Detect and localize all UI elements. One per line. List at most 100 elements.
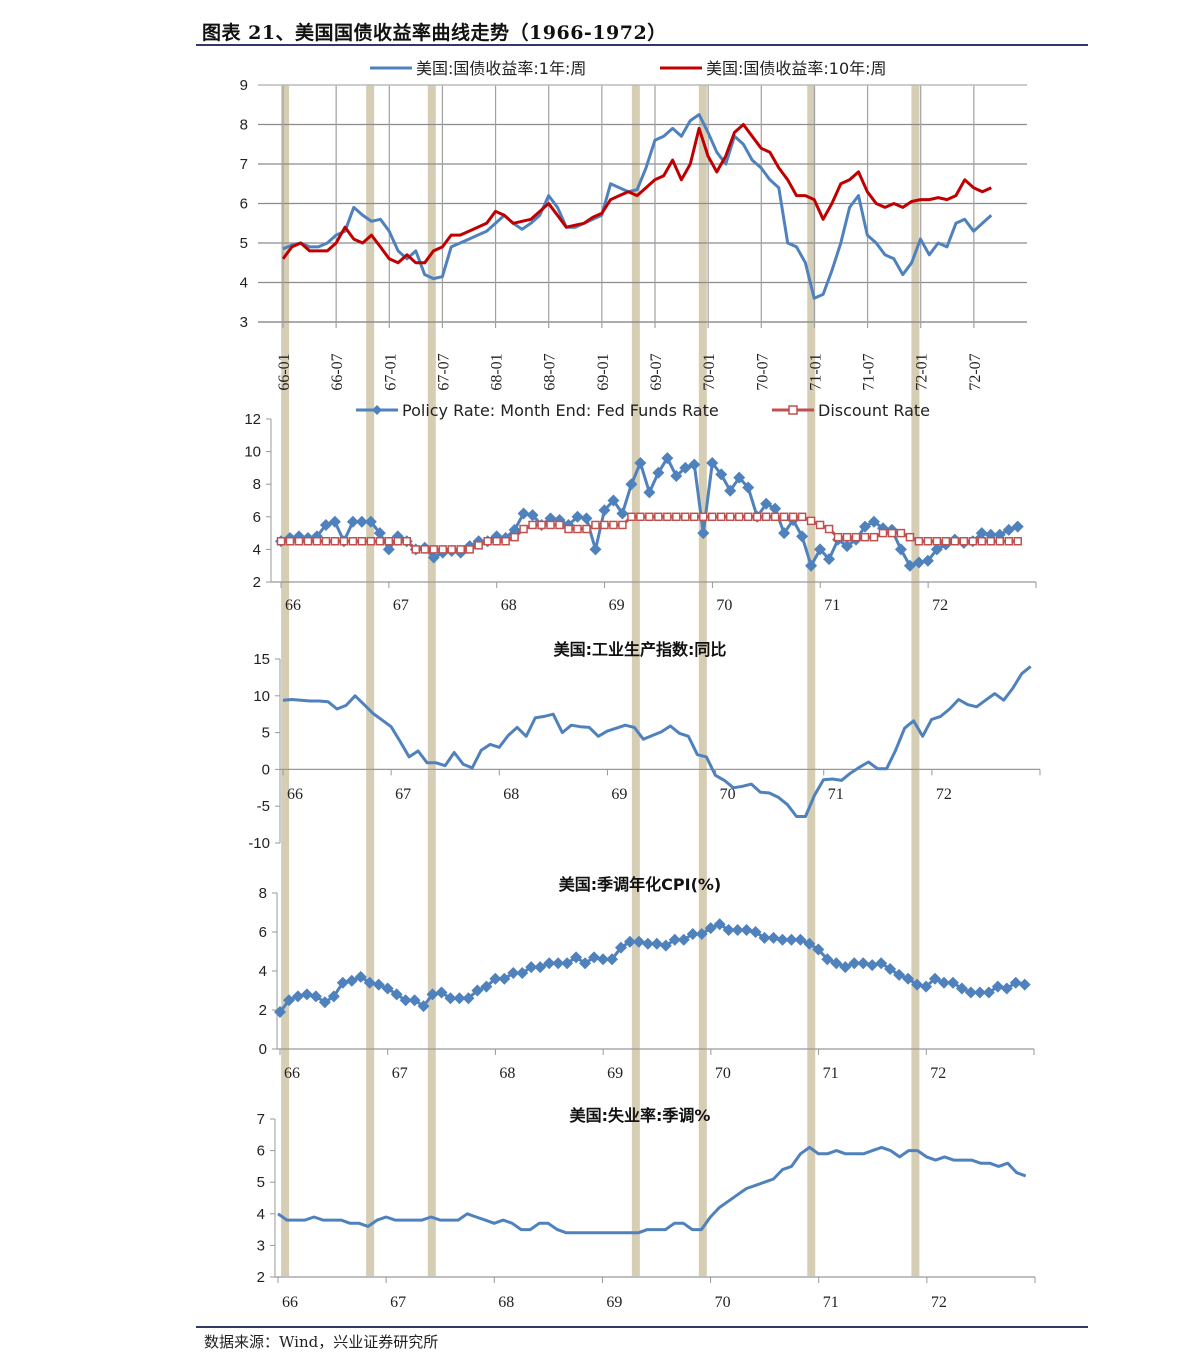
y-tick-label: 2 (253, 574, 261, 591)
recession-band (807, 85, 816, 1276)
x-tick-label: 72 (936, 786, 952, 803)
y-tick-label: 2 (257, 1269, 265, 1286)
data-marker (274, 1005, 286, 1018)
data-marker (561, 957, 574, 970)
x-tick-label: 69 (606, 1294, 622, 1311)
data-marker (797, 512, 807, 522)
data-marker (366, 537, 376, 546)
data-marker (769, 502, 782, 515)
data-marker (1004, 537, 1013, 546)
data-marker (860, 532, 870, 542)
data-marker (525, 961, 538, 974)
series-line (282, 665, 1032, 818)
y-tick-label: 8 (259, 885, 267, 902)
data-marker (474, 541, 483, 550)
x-tick-label: 70 (716, 597, 732, 614)
x-tick-label: 71 (824, 597, 840, 614)
data-marker (681, 512, 690, 522)
data-marker (276, 537, 286, 546)
x-tick-label: 66 (287, 786, 303, 803)
data-marker (941, 537, 951, 546)
data-marker (986, 537, 996, 546)
data-marker (833, 532, 843, 542)
data-marker (489, 972, 502, 985)
data-marker (679, 461, 692, 474)
y-tick-label: 5 (257, 1174, 265, 1191)
y-tick-label: 10 (253, 688, 270, 705)
data-marker (672, 512, 681, 522)
data-marker (887, 528, 897, 538)
data-marker (552, 957, 565, 970)
data-marker (688, 458, 701, 471)
y-tick-label: 6 (259, 924, 267, 941)
chart-title: 美国:工业生产指数:同比 (554, 640, 727, 659)
y-tick-label: -10 (248, 835, 270, 852)
x-tick-label: 72 (931, 1294, 947, 1311)
data-marker (417, 1000, 430, 1013)
footer-rule (196, 1326, 1088, 1328)
x-tick-label: 68 (503, 786, 519, 803)
industrial-production-chart: -10 -5 0 5 10 15 66 67 68 69 70 71 72 美国:工业生产指数:同比 (248, 640, 1041, 852)
data-marker (830, 957, 843, 970)
data-marker (742, 481, 755, 494)
x-tick-label: 71 (823, 1294, 839, 1311)
data-marker (411, 545, 421, 554)
data-source: 数据来源：Wind，兴业证券研究所 (204, 1333, 439, 1351)
data-marker (959, 537, 969, 546)
data-marker (309, 990, 322, 1003)
data-marker (438, 545, 447, 554)
x-tick-label: 68 (501, 597, 517, 614)
data-marker (363, 976, 376, 989)
data-marker (839, 961, 852, 974)
data-marker (760, 497, 773, 510)
data-marker (526, 509, 539, 522)
data-marker (616, 507, 629, 520)
data-marker (519, 524, 528, 534)
data-marker (285, 537, 295, 546)
data-marker (893, 968, 906, 981)
data-marker (282, 994, 295, 1007)
data-marker (821, 953, 834, 966)
data-marker (498, 972, 511, 985)
series-line (282, 113, 993, 300)
data-marker (318, 996, 331, 1009)
legend-label: 美国:国债收益率:1年:周 (416, 59, 586, 78)
data-marker (858, 520, 871, 533)
data-marker (661, 452, 674, 465)
x-tick-label: 71 (823, 1065, 839, 1082)
data-marker (453, 992, 466, 1005)
data-marker (589, 543, 602, 556)
data-marker (812, 943, 825, 956)
data-marker (625, 478, 638, 491)
data-marker (447, 545, 456, 554)
data-marker (471, 984, 484, 997)
data-marker (1011, 520, 1024, 533)
x-tick-label: 67 (395, 786, 411, 803)
x-tick-label: 66-01 (276, 353, 293, 390)
y-tick-label: 0 (259, 1041, 267, 1058)
recession-band (427, 85, 436, 1276)
treasury-yield-chart: 3 4 5 6 7 8 9 66-01 66-07 67-01 67-07 68-01 68-07 69-… (240, 59, 1027, 391)
data-marker (357, 537, 367, 546)
data-marker (408, 994, 421, 1007)
x-tick-label: 71-07 (861, 353, 878, 390)
data-marker (355, 515, 368, 528)
data-marker (1013, 537, 1022, 546)
data-marker (300, 988, 313, 1001)
data-marker (973, 986, 986, 999)
data-marker (636, 512, 645, 522)
data-marker (543, 957, 556, 970)
y-tick-label: 8 (253, 476, 261, 493)
data-marker (803, 937, 816, 950)
data-marker (573, 524, 582, 534)
x-tick-label: 66 (282, 1294, 298, 1311)
legend-label: Policy Rate: Month End: Fed Funds Rate (402, 401, 719, 420)
data-marker (842, 532, 852, 542)
data-marker (912, 556, 925, 569)
data-marker (339, 537, 349, 546)
data-marker (884, 963, 897, 976)
data-marker (537, 520, 546, 530)
data-marker (303, 537, 313, 546)
data-marker (632, 935, 645, 948)
data-marker (823, 553, 836, 566)
